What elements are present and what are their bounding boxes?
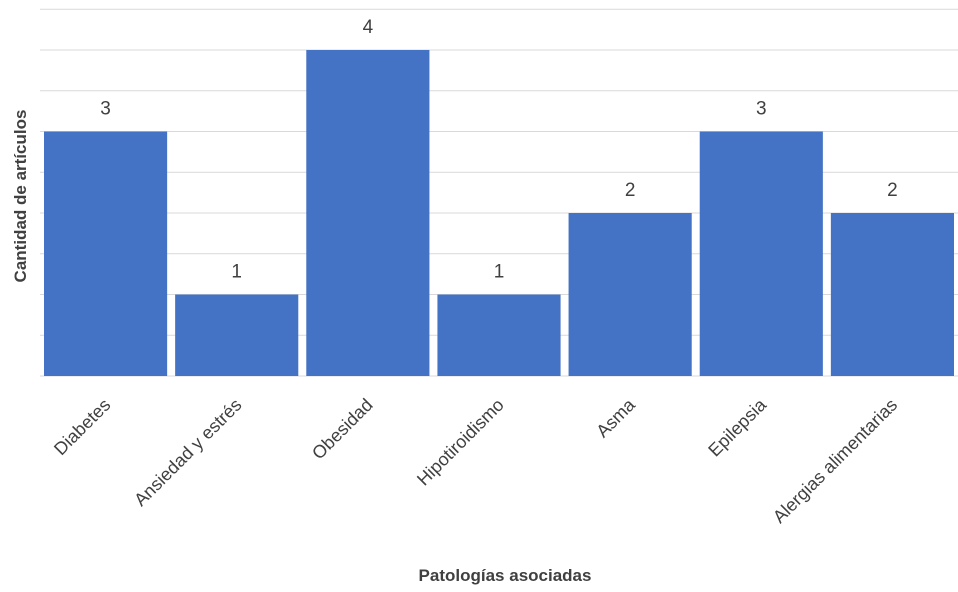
x-tick-label: Hipotiroidismo bbox=[413, 395, 508, 490]
bar-asma bbox=[568, 213, 692, 376]
x-tick-labels: Diabetes Ansiedad y estrés Obesidad Hipotir… bbox=[50, 394, 901, 527]
bar-alergias-alimentarias bbox=[830, 213, 954, 376]
bar-hipotiroidismo bbox=[437, 294, 561, 376]
data-labels: 3 1 4 1 2 3 2 bbox=[100, 17, 897, 283]
data-label: 1 bbox=[231, 262, 242, 283]
data-label: 2 bbox=[625, 180, 636, 201]
x-tick-label: Diabetes bbox=[50, 395, 114, 459]
x-tick-label: Obesidad bbox=[308, 395, 377, 464]
x-tick-label: Alergias alimentarias bbox=[769, 395, 901, 527]
bar-diabetes bbox=[44, 131, 168, 376]
data-label: 3 bbox=[756, 99, 767, 120]
bar-ansiedad-y-estrés bbox=[175, 294, 299, 376]
y-axis-title: Cantidad de artículos bbox=[11, 110, 30, 283]
data-label: 2 bbox=[887, 180, 898, 201]
x-tick-label: Ansiedad y estrés bbox=[130, 395, 245, 510]
x-tick-label: Asma bbox=[592, 394, 639, 441]
bar-epilepsia bbox=[699, 131, 823, 376]
bars bbox=[44, 50, 954, 376]
data-label: 4 bbox=[363, 17, 374, 38]
data-label: 3 bbox=[100, 99, 111, 120]
x-axis-title: Patologías asociadas bbox=[419, 566, 592, 585]
data-label: 1 bbox=[494, 262, 505, 283]
x-tick-label: Epilepsia bbox=[704, 394, 770, 460]
bar-obesidad bbox=[306, 50, 430, 376]
